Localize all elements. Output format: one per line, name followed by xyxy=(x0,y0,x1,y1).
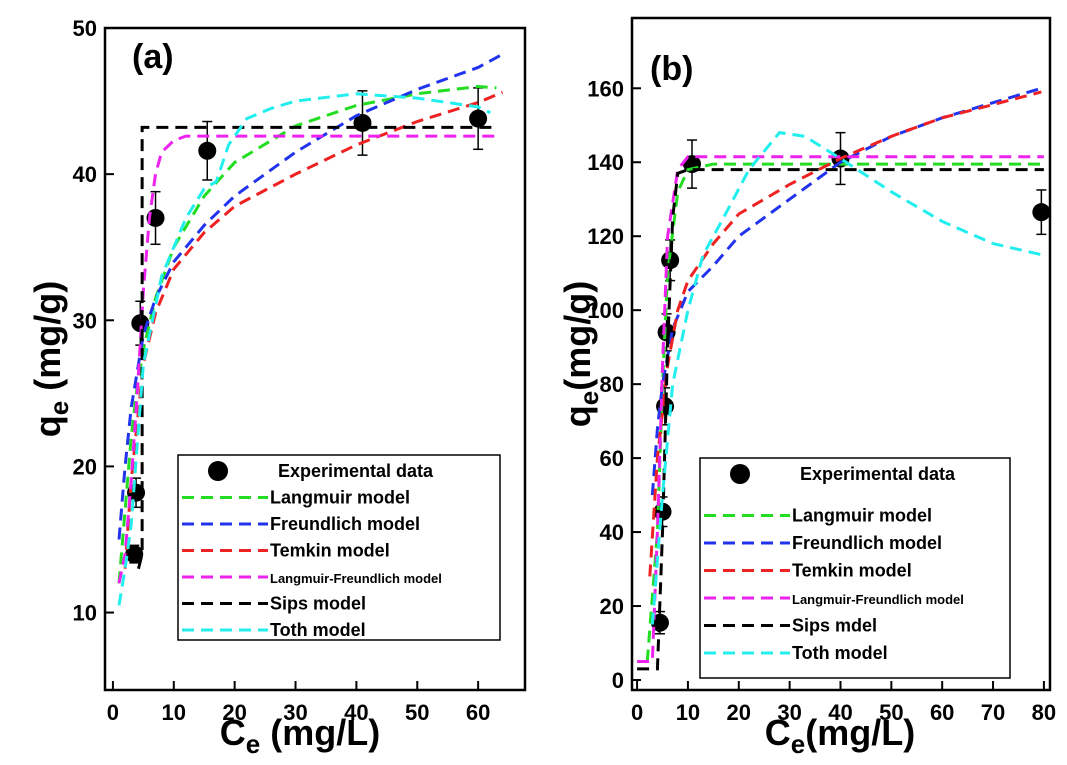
ylabel-part: (mg/g) xyxy=(557,281,598,391)
y-tick-label: 50 xyxy=(73,16,97,41)
model-curve xyxy=(637,155,1044,664)
y-tick-label: 160 xyxy=(587,76,624,101)
model-curve xyxy=(137,125,497,570)
xlabel-part: (mg/L) xyxy=(260,712,380,753)
legend-label: Toth model xyxy=(270,620,366,640)
ylabel-part: q xyxy=(557,405,598,427)
x-tick-label: 60 xyxy=(466,700,490,725)
legend-label: Sips model xyxy=(270,594,366,614)
legend-label: Langmuir-Freundlich model xyxy=(270,571,442,586)
x-tick-label: 50 xyxy=(879,700,903,725)
legend-label: Langmuir model xyxy=(792,506,932,526)
x-tick-label: 30 xyxy=(283,700,307,725)
x-tick-label: 80 xyxy=(1032,700,1056,725)
plot-frame xyxy=(103,26,527,692)
xlabel: Ce (mg/L) xyxy=(220,712,380,759)
xlabel-part: e xyxy=(791,729,805,759)
model-curve xyxy=(650,86,1042,496)
xlabel-part: C xyxy=(765,712,791,753)
y-tick-label: 20 xyxy=(600,594,624,619)
legend-marker xyxy=(208,461,228,481)
legend-label: Langmuir model xyxy=(270,488,410,508)
x-tick-label: 60 xyxy=(930,700,954,725)
x-tick-label: 30 xyxy=(777,700,801,725)
ylabel: qe(mg/g) xyxy=(557,281,604,427)
x-tick-label: 20 xyxy=(222,700,246,725)
y-tick-label: 100 xyxy=(587,298,624,323)
data-point xyxy=(469,109,488,128)
x-tick-label: 0 xyxy=(631,700,643,725)
model-curve xyxy=(117,134,497,584)
y-tick-label: 10 xyxy=(73,601,97,626)
model-curve xyxy=(117,52,504,540)
legend-label: Langmuir-Freundlich model xyxy=(792,592,964,607)
x-tick-label: 0 xyxy=(107,700,119,725)
legend-marker xyxy=(730,464,750,484)
ylabel-part: e xyxy=(574,391,604,405)
y-tick-label: 140 xyxy=(587,150,624,175)
model-curve xyxy=(650,131,1042,625)
x-tick-label: 10 xyxy=(676,700,700,725)
ylabel-part: (mg/g) xyxy=(27,281,68,401)
legend-label: Experimental data xyxy=(800,464,956,484)
y-tick-label: 60 xyxy=(600,446,624,471)
data-point xyxy=(1032,203,1051,222)
model-curve xyxy=(117,92,491,606)
x-tick-label: 70 xyxy=(981,700,1005,725)
ylabel: qe (mg/g) xyxy=(27,281,74,437)
xlabel-part: C xyxy=(220,712,246,753)
model-curve xyxy=(637,168,1044,671)
y-tick-label: 30 xyxy=(73,308,97,333)
x-tick-label: 50 xyxy=(405,700,429,725)
data-point xyxy=(198,141,217,160)
ylabel-part: q xyxy=(27,415,68,437)
model-curve xyxy=(117,84,497,584)
legend-label: Sips mdel xyxy=(792,616,877,636)
legend-label: Freundlich model xyxy=(270,514,420,534)
panel-label: (b) xyxy=(650,50,693,88)
data-point xyxy=(125,545,144,564)
x-tick-label: 40 xyxy=(344,700,368,725)
legend-box xyxy=(177,454,501,641)
legend-label: Toth model xyxy=(792,643,888,663)
xlabel-part: e xyxy=(246,729,260,759)
legend-label: Temkin model xyxy=(270,541,390,561)
legend-label: Temkin model xyxy=(792,561,912,581)
y-tick-label: 120 xyxy=(587,224,624,249)
xlabel: Ce(mg/L) xyxy=(765,712,915,759)
x-tick-label: 40 xyxy=(828,700,852,725)
y-tick-label: 40 xyxy=(73,162,97,187)
y-tick-label: 0 xyxy=(612,668,624,693)
y-tick-label: 80 xyxy=(600,372,624,397)
x-tick-label: 10 xyxy=(162,700,186,725)
y-tick-label: 20 xyxy=(73,454,97,479)
xlabel-part: (mg/L) xyxy=(805,712,915,753)
panel-label: (a) xyxy=(132,38,174,76)
ylabel-part: e xyxy=(44,401,74,415)
legend-label: Freundlich model xyxy=(792,533,942,553)
legend-label: Experimental data xyxy=(278,461,434,481)
y-tick-label: 40 xyxy=(600,520,624,545)
x-tick-label: 20 xyxy=(727,700,751,725)
legend-box xyxy=(699,457,1011,679)
